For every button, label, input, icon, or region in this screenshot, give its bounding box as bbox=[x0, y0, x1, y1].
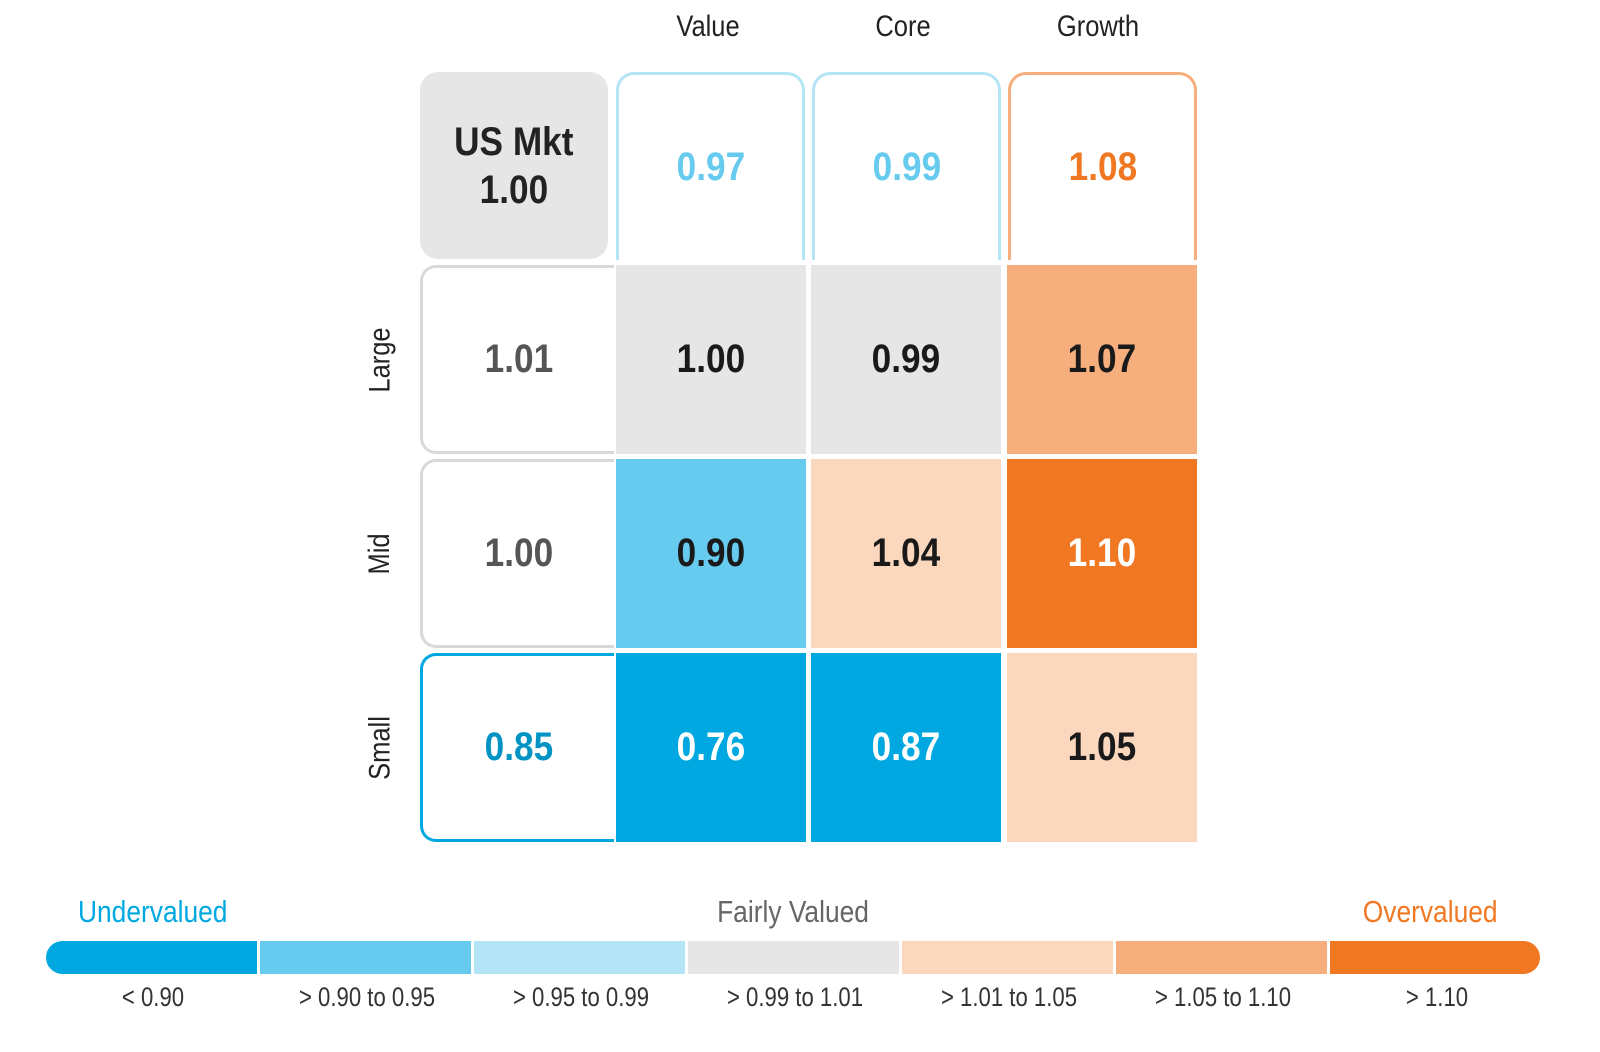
column-header-growth: Growth bbox=[1056, 10, 1140, 43]
legend-undervalued-label: Undervalued bbox=[78, 894, 228, 929]
row-label-small: Small bbox=[363, 715, 397, 780]
style-total-core: 0.99 bbox=[812, 72, 1001, 260]
size-total-large: 1.01 bbox=[420, 265, 614, 454]
legend-swatch-7 bbox=[1330, 941, 1540, 974]
style-total-growth: 1.08 bbox=[1008, 72, 1197, 260]
heatmap-cell-large-growth: 1.07 bbox=[1007, 265, 1197, 454]
us-market-label: US Mkt bbox=[454, 119, 574, 164]
heatmap-cell-mid-value: 0.90 bbox=[616, 459, 806, 648]
legend-swatch-4 bbox=[688, 941, 899, 974]
legend-bin-label-1: < 0.90 bbox=[121, 982, 185, 1012]
legend-overvalued-label: Overvalued bbox=[1363, 894, 1498, 929]
legend-swatch-3 bbox=[474, 941, 685, 974]
legend-bin-label-4: > 0.99 to 1.01 bbox=[726, 982, 864, 1012]
legend-bin-label-2: > 0.90 to 0.95 bbox=[298, 982, 436, 1012]
legend-bin-label-7: > 1.10 bbox=[1405, 982, 1469, 1012]
heatmap-cell-mid-growth: 1.10 bbox=[1007, 459, 1197, 648]
heatmap-cell-small-growth: 1.05 bbox=[1007, 653, 1197, 842]
column-header-value: Value bbox=[676, 10, 740, 43]
style-total-value: 0.97 bbox=[616, 72, 805, 260]
legend-bin-label-6: > 1.05 to 1.10 bbox=[1154, 982, 1292, 1012]
legend-swatch-1 bbox=[46, 941, 257, 974]
us-market-cell: US Mkt 1.00 bbox=[420, 72, 608, 259]
legend-swatch-6 bbox=[1116, 941, 1327, 974]
heatmap-cell-small-value: 0.76 bbox=[616, 653, 806, 842]
heatmap-cell-small-core: 0.87 bbox=[811, 653, 1001, 842]
legend-bin-label-3: > 0.95 to 0.99 bbox=[512, 982, 650, 1012]
row-label-mid: Mid bbox=[363, 532, 396, 575]
heatmap-cell-large-core: 0.99 bbox=[811, 265, 1001, 454]
heatmap-cell-large-value: 1.00 bbox=[616, 265, 806, 454]
row-label-large: Large bbox=[363, 326, 397, 393]
heatmap-cell-mid-core: 1.04 bbox=[811, 459, 1001, 648]
legend-swatch-5 bbox=[902, 941, 1113, 974]
column-header-core: Core bbox=[875, 10, 931, 43]
legend-bin-label-5: > 1.01 to 1.05 bbox=[940, 982, 1078, 1012]
legend-swatch-2 bbox=[260, 941, 471, 974]
legend-fairly-valued-label: Fairly Valued bbox=[717, 894, 869, 929]
size-total-mid: 1.00 bbox=[420, 459, 614, 648]
us-market-value: 1.00 bbox=[479, 167, 549, 212]
size-total-small: 0.85 bbox=[420, 653, 614, 842]
